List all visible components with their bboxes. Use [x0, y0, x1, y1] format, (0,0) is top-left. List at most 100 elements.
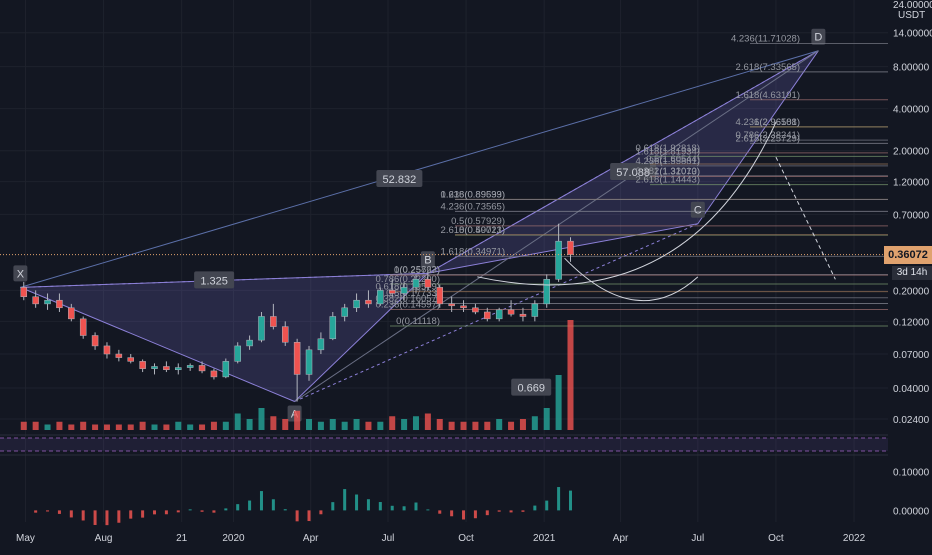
osc-bar — [473, 510, 477, 519]
bar-countdown-badge: 3d 14h — [892, 266, 932, 280]
candle-body — [507, 309, 515, 315]
volume-bar — [401, 419, 408, 430]
fib-level-label: 0.382(0.16057) — [376, 294, 440, 305]
volume-bar — [68, 424, 75, 430]
fib-level-label: 0(0.11118) — [396, 316, 440, 327]
price-tick-label: 8.00000 — [893, 63, 930, 74]
fib-level-label: 0(0.25727) — [394, 265, 440, 276]
volume-bar — [44, 424, 51, 430]
candles — [20, 223, 574, 402]
pattern-xab-triangle — [20, 272, 430, 403]
osc-bar — [390, 505, 394, 511]
time-tick-label: Apr — [613, 533, 629, 544]
pattern-point-box — [420, 251, 435, 268]
osc-bar — [545, 500, 549, 511]
time-tick-label: Jul — [382, 533, 395, 544]
fib-level-label: 0.382(1.32010) — [636, 166, 700, 177]
osc-bar — [283, 509, 287, 511]
volume-bar — [151, 424, 158, 430]
osc-bar — [450, 510, 454, 517]
fib-level-label: 0.236(0.89539) — [441, 189, 505, 200]
candle-body — [317, 338, 325, 351]
volume-bar — [56, 421, 63, 430]
osc-bar — [462, 510, 466, 520]
candle-body — [186, 365, 194, 368]
candle-body — [484, 311, 491, 320]
osc-bar — [295, 510, 299, 522]
osc-bar — [366, 499, 370, 511]
candle-body — [222, 361, 230, 378]
price-tick-label: 0.20000 — [893, 286, 930, 297]
price-tick-label: 0.04000 — [893, 384, 930, 395]
projection-arc — [477, 121, 777, 286]
volume-bar — [115, 424, 122, 430]
candle-body — [567, 240, 574, 255]
candle-body — [436, 287, 444, 305]
osc-bar — [259, 491, 263, 511]
volume-bar — [222, 421, 229, 430]
price-unit-label: USDT — [898, 10, 926, 21]
osc-tick-label: 0.10000 — [893, 468, 930, 479]
volume-bars — [20, 320, 574, 430]
volume-bar — [496, 419, 503, 430]
candle-body — [424, 279, 432, 288]
volume-bar — [139, 421, 146, 430]
volume-bar — [199, 424, 206, 430]
candle-body — [115, 353, 123, 358]
fib-level-label: 1(1.31073) — [654, 166, 700, 177]
price-tick-label: 2.00000 — [893, 147, 930, 158]
candle-body — [495, 309, 503, 320]
time-tick-label: Oct — [768, 533, 784, 544]
volume-bar — [377, 421, 384, 430]
time-tick-label: 21 — [176, 533, 188, 544]
volume-bar — [531, 416, 538, 430]
volume-bar — [163, 424, 170, 430]
volume-bar — [329, 419, 336, 430]
candle-body — [44, 299, 51, 305]
osc-bar — [105, 510, 109, 526]
price-axis: 14.00000 8.00000 4.00000 2.00000 1.20000 0.70… — [893, 29, 932, 518]
oscillator-histogram — [34, 487, 572, 526]
candle-body — [555, 240, 562, 280]
fib-level-label: 0.618(1.92818) — [636, 143, 700, 154]
time-tick-label: May — [16, 533, 35, 544]
volume-bar — [448, 421, 455, 430]
projection-paths — [477, 121, 836, 301]
projection-dashed — [775, 156, 836, 280]
fib-level-label: 0.236(0.14597) — [376, 299, 440, 310]
pattern-point-box — [811, 28, 826, 45]
volume-bar — [424, 413, 431, 430]
fib-level-label: 4.236(11.71028) — [731, 34, 800, 45]
time-tick-label: 2020 — [222, 533, 245, 544]
volume-bar — [555, 375, 562, 430]
volume-bar — [175, 421, 182, 430]
candle-body — [127, 357, 134, 362]
pattern-point-box — [690, 201, 705, 218]
candle-body — [519, 313, 527, 317]
volume-bar — [353, 419, 360, 430]
candle-body — [305, 349, 313, 375]
volume-bar — [412, 416, 419, 430]
osc-bar — [319, 510, 323, 515]
candle-body — [412, 279, 420, 288]
osc-bar — [426, 509, 430, 511]
fib-levels: 4.236(11.71028) 2.618(7.33565) 1.618(4.631… — [376, 34, 888, 327]
volume-bar — [519, 419, 526, 430]
candle-body — [531, 303, 539, 317]
candle-body — [56, 299, 63, 309]
pattern-point-b: B — [424, 254, 431, 266]
osc-bar — [164, 510, 168, 515]
candle-body — [400, 287, 408, 294]
fib-level-label: 1.618(1.81934) — [636, 146, 700, 157]
ratio-label-bd: 57.088 — [616, 167, 650, 179]
rsi-band-fill — [0, 438, 888, 451]
volume-bar — [543, 408, 550, 430]
osc-bar — [188, 509, 192, 511]
osc-bar — [69, 510, 73, 518]
volume-bar — [472, 421, 479, 430]
time-tick-label: Jul — [691, 533, 704, 544]
osc-bar — [141, 510, 145, 518]
candle-body — [329, 316, 337, 340]
